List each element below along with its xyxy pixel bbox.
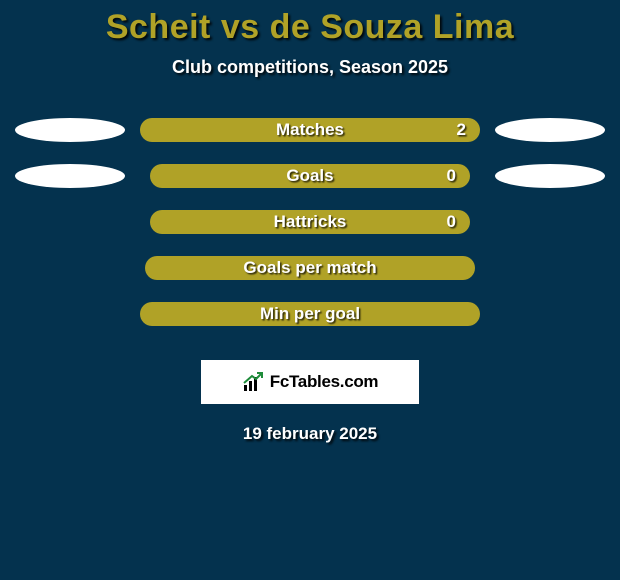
stat-value: 2 (457, 120, 466, 140)
bar-wrap: Matches 2 (140, 118, 480, 142)
stat-bar: Matches 2 (140, 118, 480, 142)
left-slot (0, 118, 140, 142)
left-slot (0, 164, 140, 188)
bar-wrap: Goals per match (140, 256, 480, 280)
stat-label: Goals (286, 166, 333, 186)
stat-row: Hattricks 0 (0, 210, 620, 234)
ellipse-icon (15, 118, 125, 142)
stat-value: 0 (447, 166, 456, 186)
bar-wrap: Goals 0 (140, 164, 480, 188)
ellipse-icon (495, 118, 605, 142)
stat-label: Goals per match (243, 258, 376, 278)
stat-bar: Goals 0 (150, 164, 470, 188)
stat-row: Goals 0 (0, 164, 620, 188)
stat-label: Matches (276, 120, 344, 140)
stat-bar: Min per goal (140, 302, 480, 326)
stat-row: Goals per match (0, 256, 620, 280)
stat-rows: Matches 2 Goals 0 Hattricks 0 Goals per match M… (0, 118, 620, 348)
stat-bar: Goals per match (145, 256, 475, 280)
right-slot (480, 164, 620, 188)
right-slot (480, 118, 620, 142)
stat-row: Min per goal (0, 302, 620, 326)
stat-label: Min per goal (260, 304, 360, 324)
ellipse-icon (15, 164, 125, 188)
date-text: 19 february 2025 (243, 424, 377, 444)
page-subtitle: Club competitions, Season 2025 (172, 57, 448, 78)
bar-wrap: Min per goal (140, 302, 480, 326)
stat-bar: Hattricks 0 (150, 210, 470, 234)
stat-label: Hattricks (274, 212, 347, 232)
stats-card: Scheit vs de Souza Lima Club competition… (0, 0, 620, 580)
stat-row: Matches 2 (0, 118, 620, 142)
ellipse-icon (495, 164, 605, 188)
logo-text: FcTables.com (270, 372, 379, 392)
bar-wrap: Hattricks 0 (140, 210, 480, 234)
logo-box[interactable]: FcTables.com (201, 360, 419, 404)
page-title: Scheit vs de Souza Lima (106, 8, 514, 47)
chart-arrow-icon (242, 371, 264, 393)
stat-value: 0 (447, 212, 456, 232)
